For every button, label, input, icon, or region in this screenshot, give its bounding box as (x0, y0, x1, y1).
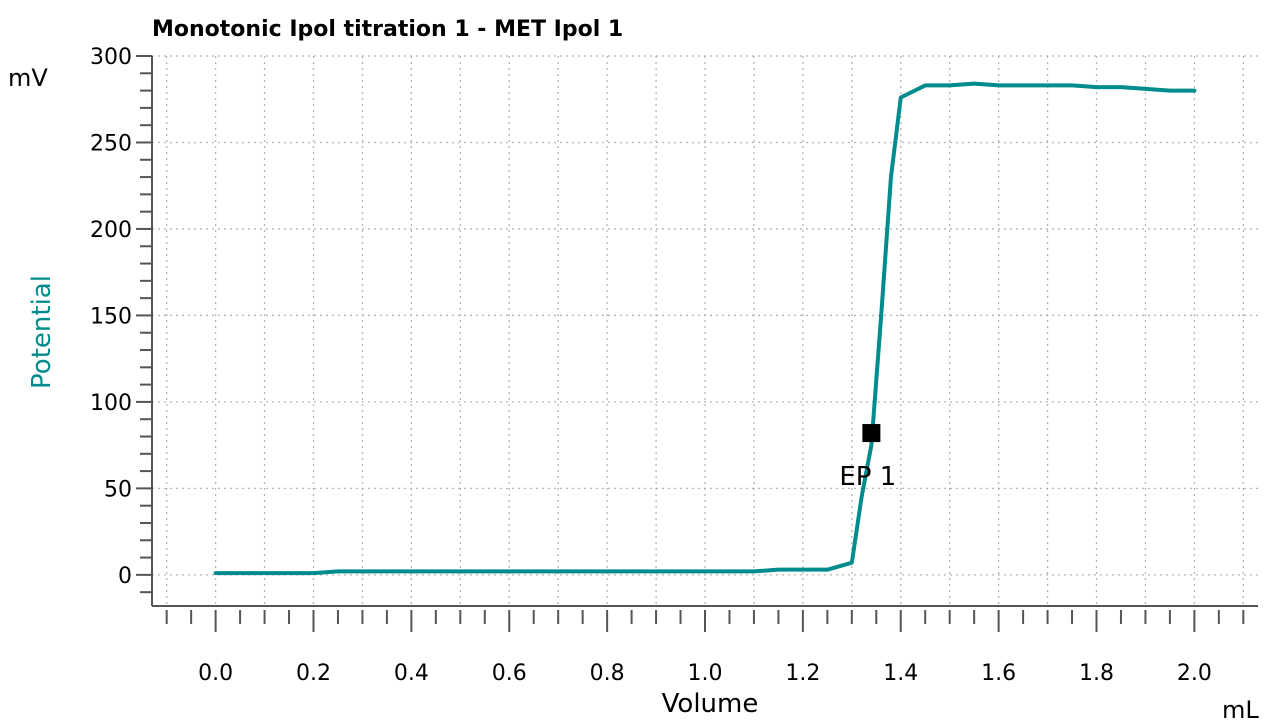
x-tick-label: 0.0 (198, 661, 233, 686)
endpoint-marker (862, 424, 881, 443)
y-tick-label: 200 (90, 218, 132, 243)
y-axis-title: Potential (27, 275, 57, 389)
y-tick-label: 250 (90, 131, 132, 156)
x-tick-label: 1.4 (883, 661, 918, 686)
x-tick-label: 1.0 (688, 661, 723, 686)
y-tick-label: 100 (90, 391, 132, 416)
y-tick-label: 150 (90, 304, 132, 329)
x-axis-title: Volume (662, 689, 759, 719)
y-unit-label: mV (8, 64, 48, 92)
x-tick-label: 1.8 (1079, 661, 1114, 686)
x-tick-label: 0.2 (296, 661, 331, 686)
x-tick-label: 0.8 (590, 661, 625, 686)
grid (152, 55, 1258, 606)
chart-title: Monotonic Ipol titration 1 - MET Ipol 1 (152, 17, 623, 42)
series-layer (213, 81, 1197, 576)
y-tick-label: 0 (118, 564, 132, 589)
annotation-layer: EP 1 (839, 424, 896, 492)
x-tick-label: 1.2 (785, 661, 820, 686)
axes: 0 50 100 150 200 250 300 0.0 0.2 0.4 0.6 0.8 1.0 1.2 1… (90, 45, 1258, 686)
x-tick-label: 2.0 (1177, 661, 1212, 686)
x-tick-label: 0.4 (394, 661, 429, 686)
x-tick-label: 0.6 (492, 661, 527, 686)
endpoint-label: EP 1 (839, 462, 896, 492)
x-tick-label: 1.6 (981, 661, 1016, 686)
potential-curve (213, 81, 1197, 576)
y-tick-label: 50 (104, 477, 132, 502)
y-tick-label: 300 (90, 45, 132, 70)
x-unit-label: mL (1222, 696, 1259, 724)
